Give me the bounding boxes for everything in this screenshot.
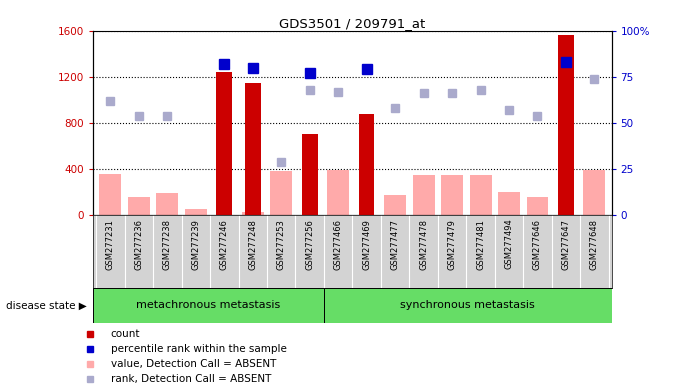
- Text: synchronous metastasis: synchronous metastasis: [400, 300, 535, 310]
- Text: GSM277256: GSM277256: [305, 219, 314, 270]
- Bar: [498, 192, 520, 215]
- Bar: [527, 197, 549, 215]
- Bar: [470, 175, 491, 215]
- Text: GSM277466: GSM277466: [334, 219, 343, 270]
- Text: metachronous metastasis: metachronous metastasis: [137, 300, 281, 310]
- Text: GSM277646: GSM277646: [533, 219, 542, 270]
- Bar: [184, 209, 207, 215]
- Bar: [242, 212, 264, 215]
- Bar: [156, 193, 178, 215]
- Bar: [245, 83, 261, 215]
- Text: GSM277253: GSM277253: [276, 219, 285, 270]
- Title: GDS3501 / 209791_at: GDS3501 / 209791_at: [279, 17, 426, 30]
- Bar: [270, 171, 292, 215]
- Bar: [128, 197, 150, 215]
- Text: GSM277246: GSM277246: [220, 219, 229, 270]
- Text: GSM277647: GSM277647: [562, 219, 571, 270]
- Text: GSM277248: GSM277248: [248, 219, 257, 270]
- Bar: [324, 288, 612, 323]
- Bar: [359, 114, 375, 215]
- Text: GSM277478: GSM277478: [419, 219, 428, 270]
- Bar: [93, 288, 324, 323]
- Bar: [583, 170, 605, 215]
- Bar: [384, 195, 406, 215]
- Bar: [441, 175, 463, 215]
- Text: GSM277469: GSM277469: [362, 219, 371, 270]
- Text: GSM277494: GSM277494: [504, 219, 513, 270]
- Text: GSM277481: GSM277481: [476, 219, 485, 270]
- Bar: [302, 134, 318, 215]
- Bar: [413, 175, 435, 215]
- Text: percentile rank within the sample: percentile rank within the sample: [111, 344, 287, 354]
- Text: GSM277648: GSM277648: [590, 219, 599, 270]
- Text: disease state ▶: disease state ▶: [6, 300, 86, 310]
- Bar: [100, 174, 122, 215]
- Bar: [558, 35, 574, 215]
- Text: GSM277477: GSM277477: [390, 219, 399, 270]
- Text: value, Detection Call = ABSENT: value, Detection Call = ABSENT: [111, 359, 276, 369]
- Text: rank, Detection Call = ABSENT: rank, Detection Call = ABSENT: [111, 374, 271, 384]
- Text: GSM277231: GSM277231: [106, 219, 115, 270]
- Bar: [328, 170, 349, 215]
- Text: GSM277236: GSM277236: [134, 219, 143, 270]
- Text: GSM277479: GSM277479: [448, 219, 457, 270]
- Text: count: count: [111, 329, 140, 339]
- Bar: [216, 72, 232, 215]
- Text: GSM277238: GSM277238: [163, 219, 172, 270]
- Text: GSM277239: GSM277239: [191, 219, 200, 270]
